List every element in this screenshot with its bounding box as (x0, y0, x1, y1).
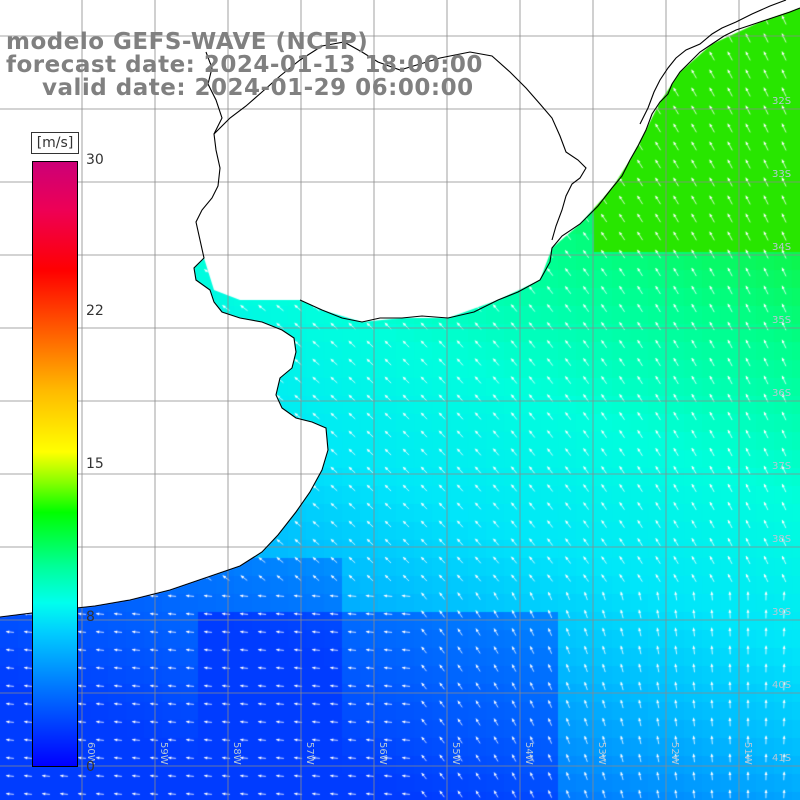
latitude-labels: 32S 33S 34S 35S 36S 37S 38S 39S 40S 41S (772, 96, 791, 764)
longitude-label: 53W (596, 742, 607, 765)
colorbar-tick-8: 8 (86, 609, 95, 625)
latitude-label: 33S (772, 169, 791, 180)
latitude-label: 40S (772, 680, 791, 691)
latitude-label: 35S (772, 315, 791, 326)
colorbar-unit: [m/s] (31, 132, 79, 154)
latitude-label: 34S (772, 242, 791, 253)
valid-date: valid date: 2024-01-29 06:00:00 (42, 75, 474, 101)
colorbar-tick-0: 0 (86, 759, 95, 775)
coastline (0, 51, 329, 618)
latitude-label: 37S (772, 461, 791, 472)
colorbar-tick-22: 22 (86, 303, 104, 319)
longitude-label: 55W (450, 742, 461, 765)
latitude-label: 38S (772, 534, 791, 545)
longitude-label: 51W (742, 742, 753, 765)
coastline-uruguay (299, 7, 800, 323)
model-title: modelo GEFS-WAVE (NCEP) (6, 29, 369, 55)
latitude-label: 41S (772, 753, 791, 764)
forecast-date: forecast date: 2024-01-13 18:00:00 (6, 52, 483, 78)
latitude-label: 36S (772, 388, 791, 399)
longitude-label: 59W (158, 742, 169, 765)
longitude-label: 60W (85, 742, 96, 765)
longitude-label: 54W (523, 742, 534, 765)
colorbar-tick-30: 30 (86, 152, 104, 168)
longitude-label: 58W (231, 742, 242, 765)
latitude-label: 39S (772, 607, 791, 618)
longitude-label: 57W (304, 742, 315, 765)
longitude-label: 52W (669, 742, 680, 765)
colorbar (32, 161, 78, 767)
longitude-label: 56W (377, 742, 388, 765)
latitude-label: 32S (772, 96, 791, 107)
coastline-river (213, 41, 587, 241)
colorbar-tick-15: 15 (86, 456, 104, 472)
lagoon-outline (639, 0, 787, 125)
longitude-labels: 60W 59W 58W 57W 56W 55W 54W 53W 52W 51W (85, 742, 753, 765)
